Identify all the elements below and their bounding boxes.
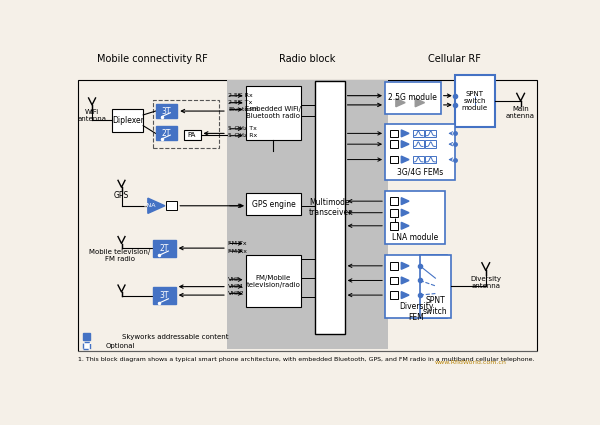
Bar bbox=[420, 255, 451, 318]
Bar bbox=[413, 156, 424, 164]
Bar bbox=[455, 75, 495, 127]
Polygon shape bbox=[396, 99, 405, 107]
Bar bbox=[83, 342, 90, 349]
Polygon shape bbox=[401, 141, 409, 147]
Text: LNA: LNA bbox=[143, 203, 155, 208]
Text: Cellular RF: Cellular RF bbox=[428, 54, 481, 64]
Bar bbox=[389, 262, 398, 270]
Bar bbox=[152, 240, 176, 257]
Bar bbox=[315, 81, 344, 334]
Bar bbox=[385, 82, 441, 114]
Text: 2.5G module: 2.5G module bbox=[388, 94, 437, 102]
Text: Embedded WiFi/
Bluetooth radio: Embedded WiFi/ Bluetooth radio bbox=[245, 106, 301, 119]
Text: 2T: 2T bbox=[160, 244, 169, 252]
Bar bbox=[78, 80, 537, 351]
Text: Diversity
antenna: Diversity antenna bbox=[470, 276, 501, 289]
Bar bbox=[389, 209, 398, 217]
Polygon shape bbox=[415, 99, 425, 107]
Polygon shape bbox=[401, 277, 409, 284]
Text: GPS: GPS bbox=[114, 191, 129, 200]
Text: 5-GHz Tx: 5-GHz Tx bbox=[229, 126, 257, 131]
Bar bbox=[385, 124, 455, 180]
Bar bbox=[389, 140, 398, 148]
Text: SPNT
switch
module: SPNT switch module bbox=[462, 91, 488, 111]
Text: 3T: 3T bbox=[162, 107, 171, 116]
Text: VHF1: VHF1 bbox=[229, 284, 245, 289]
Bar bbox=[425, 130, 436, 137]
Bar bbox=[385, 255, 447, 318]
Polygon shape bbox=[401, 198, 409, 204]
Polygon shape bbox=[401, 262, 409, 269]
Text: GPS engine: GPS engine bbox=[251, 200, 295, 209]
Text: Mobile television/
FM radio: Mobile television/ FM radio bbox=[89, 249, 150, 262]
Text: 2.5G Rx: 2.5G Rx bbox=[229, 93, 253, 98]
Bar bbox=[245, 193, 301, 215]
Bar bbox=[83, 333, 90, 340]
Text: Diversity
FEM: Diversity FEM bbox=[399, 302, 433, 322]
Polygon shape bbox=[401, 292, 409, 298]
Text: Optional: Optional bbox=[106, 343, 136, 349]
Bar bbox=[425, 156, 436, 164]
Bar bbox=[425, 140, 436, 148]
Text: 5-GHz Rx: 5-GHz Rx bbox=[229, 133, 258, 138]
Polygon shape bbox=[401, 130, 409, 137]
Bar bbox=[112, 109, 143, 132]
Bar bbox=[385, 191, 445, 244]
Text: VHF: VHF bbox=[229, 277, 241, 282]
Text: Multimode
transceiver: Multimode transceiver bbox=[308, 198, 352, 217]
Bar bbox=[184, 130, 200, 140]
Text: 3T: 3T bbox=[160, 292, 169, 300]
Bar bbox=[389, 130, 398, 137]
Text: Bluetooth: Bluetooth bbox=[229, 107, 259, 112]
Polygon shape bbox=[401, 222, 409, 229]
Polygon shape bbox=[401, 156, 409, 163]
Text: FM/Mobile
television/radio: FM/Mobile television/radio bbox=[247, 275, 301, 288]
Text: PA: PA bbox=[188, 132, 196, 138]
Text: FM Rx: FM Rx bbox=[229, 249, 247, 254]
Text: 3G/4G FEMs: 3G/4G FEMs bbox=[397, 167, 443, 176]
Text: www.RfidWorld.com.cn: www.RfidWorld.com.cn bbox=[434, 360, 506, 366]
Bar bbox=[389, 222, 398, 230]
Bar bbox=[245, 86, 301, 139]
Text: 2.5G Tx: 2.5G Tx bbox=[229, 100, 253, 105]
Text: Main
antenna: Main antenna bbox=[506, 106, 535, 119]
Bar bbox=[389, 197, 398, 205]
Text: FM Tx: FM Tx bbox=[229, 241, 247, 246]
Text: 2T: 2T bbox=[162, 129, 171, 138]
Bar bbox=[152, 287, 176, 304]
Text: Diplexer: Diplexer bbox=[112, 116, 143, 125]
Bar bbox=[389, 277, 398, 284]
Bar bbox=[227, 80, 388, 349]
Text: Mobile connectivity RF: Mobile connectivity RF bbox=[97, 54, 208, 64]
Bar bbox=[152, 100, 219, 148]
Bar bbox=[389, 156, 398, 164]
Bar bbox=[413, 140, 424, 148]
Text: LNA module: LNA module bbox=[392, 233, 439, 242]
Text: Radio block: Radio block bbox=[280, 54, 335, 64]
Text: SPNT
switch: SPNT switch bbox=[423, 296, 448, 316]
Text: VHF2: VHF2 bbox=[229, 291, 245, 296]
Bar bbox=[166, 201, 178, 210]
Bar bbox=[389, 291, 398, 299]
Bar bbox=[155, 127, 178, 140]
Polygon shape bbox=[148, 198, 165, 213]
Polygon shape bbox=[401, 209, 409, 216]
Text: 1. This block diagram shows a typical smart phone architecture, with embedded Bl: 1. This block diagram shows a typical sm… bbox=[78, 357, 535, 362]
Text: Skyworks addressable content: Skyworks addressable content bbox=[121, 334, 228, 340]
Bar bbox=[155, 104, 178, 118]
Bar bbox=[413, 130, 424, 137]
Bar bbox=[245, 255, 301, 307]
Text: WiFi
antenna: WiFi antenna bbox=[77, 109, 107, 122]
